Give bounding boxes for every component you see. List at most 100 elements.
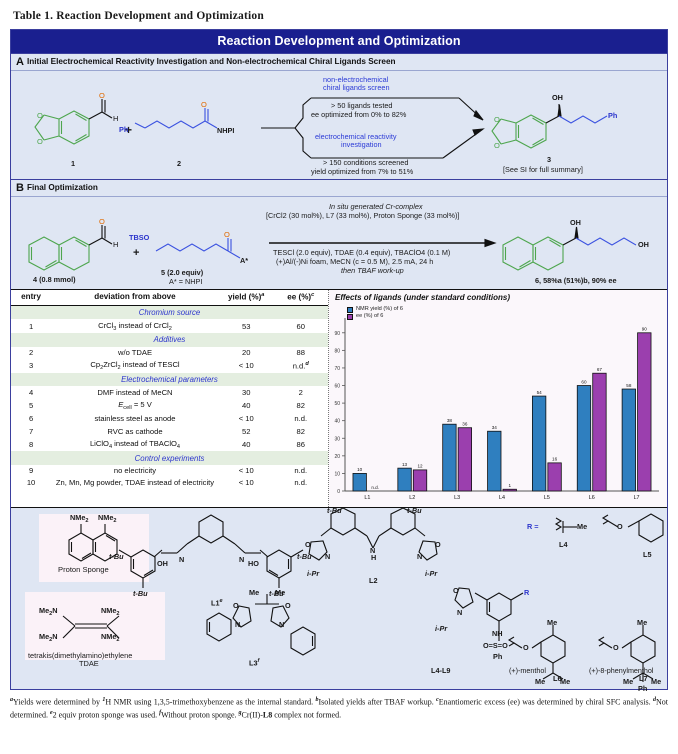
L4-me: Me xyxy=(577,522,588,531)
yield-cell: < 10 xyxy=(238,478,254,488)
L2-nh-h: H xyxy=(371,553,377,562)
svg-text:L5: L5 xyxy=(544,495,550,501)
deviation-cell: RVC as cathode xyxy=(107,426,163,436)
ee-cell: 82 xyxy=(296,401,305,411)
ee-cell: n.d. xyxy=(294,414,308,424)
table-row: 8 LiClO4 instead of TBAClO4 40 86 xyxy=(11,437,328,451)
L7-me-right: Me xyxy=(651,677,662,686)
legend-label-ee: ee (%) of 6 xyxy=(356,313,384,319)
svg-text:30: 30 xyxy=(334,436,340,442)
entry-cell: 7 xyxy=(28,426,34,436)
yield-cell: < 10 xyxy=(238,414,254,424)
th-yield: yield (%)a xyxy=(218,290,274,306)
ligand-effects-chart: Effects of ligands (under standard condi… xyxy=(329,290,667,507)
svg-text:O: O xyxy=(494,141,500,150)
yield-cell: 40 xyxy=(241,439,251,449)
svg-text:54: 54 xyxy=(537,390,543,395)
svg-text:O: O xyxy=(37,111,43,120)
entry-cell: 5 xyxy=(28,401,34,411)
L6-me-top: Me xyxy=(547,618,558,627)
L7-me-top: Me xyxy=(637,618,648,627)
L7-me-left: Me xyxy=(623,677,634,686)
R-equals-label: R = xyxy=(527,522,539,531)
panelA-reagent2-ph: Ph xyxy=(119,125,129,134)
L4L9-so2: O=S=O xyxy=(483,641,508,650)
svg-text:L1: L1 xyxy=(364,495,370,501)
ee-cell: 82 xyxy=(296,426,305,436)
scheme-b-drawing: O H O xyxy=(28,217,637,271)
svg-text:O: O xyxy=(224,230,230,239)
panelB-partner-note: A* = NHPI xyxy=(169,277,203,286)
ee-cell: 2 xyxy=(298,387,303,397)
svg-text:H: H xyxy=(113,240,118,249)
svg-text:16: 16 xyxy=(552,457,558,462)
L4L9-nh: NH xyxy=(492,629,503,638)
svg-text:80: 80 xyxy=(334,348,340,354)
scheme-a-drawing: O O O H xyxy=(34,91,608,159)
yield-cell: < 10 xyxy=(238,361,254,371)
L1-tbu-1: t-Bu xyxy=(109,552,124,561)
svg-text:67: 67 xyxy=(597,367,603,372)
table-row: 3 Cp2ZrCl2 instead of TESCl < 10 n.d.d xyxy=(11,359,328,373)
table-row: 9 no electricity < 10 n.d. xyxy=(11,465,328,477)
svg-text:50: 50 xyxy=(334,401,340,407)
legend-item-ee: ee (%) of 6 xyxy=(347,313,403,320)
entry-cell: 10 xyxy=(26,478,36,488)
page-title: Table 1. Reaction Development and Optimi… xyxy=(13,10,264,22)
entry-cell: 2 xyxy=(28,348,34,358)
svg-text:60: 60 xyxy=(581,379,587,384)
L2-ipr-1: i-Pr xyxy=(307,569,320,578)
chart-title: Effects of ligands (under standard condi… xyxy=(335,293,510,302)
yield-cell: 53 xyxy=(241,321,251,331)
L4L9-r: R xyxy=(524,588,530,597)
L7-name: (+)-8-phenylmenthol xyxy=(589,666,654,675)
svg-text:L2: L2 xyxy=(409,495,415,501)
L4L9-ipr: i-Pr xyxy=(435,624,448,633)
panelB-plus: + xyxy=(133,247,140,259)
svg-text:20: 20 xyxy=(334,454,340,460)
L2-o2: O xyxy=(435,540,441,549)
L1-tbu-2: t-Bu xyxy=(297,552,312,561)
svg-text:40: 40 xyxy=(334,419,340,425)
ee-cell: n.d. xyxy=(294,466,308,476)
panelA-branch-bottom-title-2: investigation xyxy=(341,140,382,149)
optimization-table-wrapper: entry deviation from above yield (%)a ee… xyxy=(11,290,329,507)
L3-tag: L3f xyxy=(249,658,260,668)
proton-sponge-name: Proton Sponge xyxy=(58,565,109,574)
tdae-nme2-b: NMe2 xyxy=(101,632,120,643)
legend-item-yield: NMR yield (%) of 6 xyxy=(347,306,403,313)
L2-o1: O xyxy=(305,540,311,549)
L6-o: O xyxy=(523,643,529,652)
table-row: 10 Zn, Mn, Mg powder, TDAE instead of ele… xyxy=(11,477,328,491)
panel-a-header: A Initial Electrochemical Reactivity Inve… xyxy=(11,53,667,71)
panelA-branch-top-note-2: ee optimized from 0% to 82% xyxy=(311,110,407,119)
panelA-plus: + xyxy=(125,123,133,137)
L3-me-2: Me xyxy=(275,588,286,597)
panelA-reagent2-number: 2 xyxy=(177,159,182,168)
panelA-reagent1-number: 1 xyxy=(71,159,76,168)
table-section-label: Chromium source xyxy=(11,305,328,320)
svg-text:36: 36 xyxy=(462,422,468,427)
entry-cell: 6 xyxy=(28,414,34,424)
deviation-cell: stainless steel as anode xyxy=(94,414,176,424)
svg-text:0: 0 xyxy=(337,489,340,495)
L2-n1: N xyxy=(325,552,331,561)
panel-b-letter: B xyxy=(16,182,24,194)
th-ee: ee (%)c xyxy=(273,290,328,306)
panelA-product-ph: Ph xyxy=(608,111,618,120)
deviation-cell: w/o TDAE xyxy=(117,348,153,358)
table-section-row: Control experiments xyxy=(11,451,328,465)
ee-cell: n.d. xyxy=(294,478,308,488)
panelA-product-number: 3 xyxy=(547,155,552,164)
panelA-branch-bottom-note-1: > 150 conditions screened xyxy=(323,158,409,167)
panelB-partner-astar: A* xyxy=(240,256,249,265)
L3-n2: N xyxy=(279,620,285,629)
svg-text:70: 70 xyxy=(334,366,340,372)
L5-tag: L5 xyxy=(643,550,652,559)
svg-text:L6: L6 xyxy=(589,495,595,501)
L4L9-n: N xyxy=(457,608,463,617)
deviation-cell: CrCl3 instead of CrCl2 xyxy=(98,320,172,332)
deviation-cell: no electricity xyxy=(113,466,157,476)
panelA-branch-top-title-1: non-electrochemical xyxy=(323,75,389,84)
